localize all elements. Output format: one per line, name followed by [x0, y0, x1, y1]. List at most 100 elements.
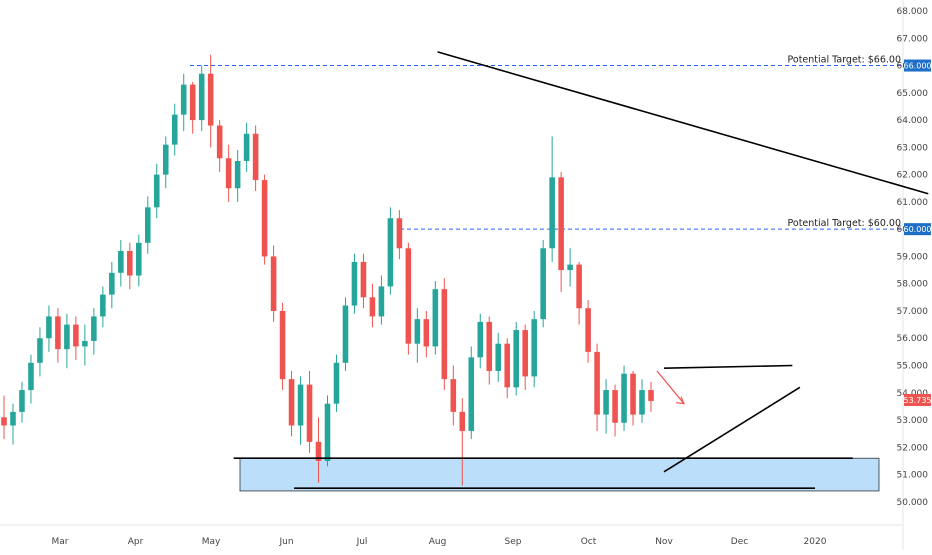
- candle: [144, 196, 151, 254]
- candle-body: [486, 321, 493, 371]
- candle-body: [477, 321, 484, 358]
- trendline: [663, 364, 793, 370]
- candle: [100, 286, 106, 328]
- candle: [567, 248, 573, 287]
- y-tick-label: 62.000: [897, 171, 929, 181]
- candle-body: [19, 390, 25, 412]
- candle-body: [423, 319, 430, 347]
- candle: [531, 310, 537, 388]
- candle-body: [603, 390, 609, 415]
- candle-body: [441, 289, 448, 380]
- candle: [486, 316, 493, 385]
- candle: [423, 310, 430, 358]
- x-tick-label: Aug: [429, 537, 447, 547]
- candle: [513, 321, 519, 396]
- candle: [405, 242, 412, 355]
- candle-body: [270, 256, 277, 311]
- down-arrow-shaft: [656, 370, 685, 405]
- x-tick-label: Nov: [655, 537, 673, 547]
- candle: [288, 370, 295, 437]
- candle-body: [73, 324, 79, 347]
- y-tick-label: 59.000: [897, 252, 929, 262]
- candle-body: [432, 289, 439, 347]
- candle-body: [28, 362, 34, 391]
- candle: [396, 210, 403, 260]
- candle: [162, 136, 169, 189]
- y-tick-label: 55.000: [897, 362, 929, 372]
- candle-body: [549, 177, 555, 249]
- candle-body: [10, 411, 16, 426]
- candle-body: [46, 316, 52, 339]
- candle-body: [594, 351, 600, 415]
- candle-body: [324, 403, 331, 461]
- candle: [540, 240, 546, 328]
- candle: [28, 354, 34, 404]
- candle: [504, 338, 511, 399]
- candle: [459, 398, 466, 486]
- target-label: Potential Target: $60.00: [788, 218, 902, 229]
- candle: [189, 81, 196, 134]
- candle-body: [522, 330, 528, 377]
- x-tick-label: Oct: [581, 537, 597, 547]
- candle: [306, 370, 313, 453]
- candle-body: [306, 384, 313, 442]
- candle-body: [288, 379, 295, 426]
- candle-body: [585, 308, 591, 352]
- y-tick-label: 54.000: [897, 389, 929, 399]
- candle: [414, 308, 421, 363]
- candle-body: [495, 343, 502, 371]
- candle: [198, 65, 205, 131]
- support-zone: [239, 457, 880, 492]
- candle-body: [387, 218, 394, 287]
- candle-body: [252, 133, 259, 181]
- candle: [495, 332, 502, 382]
- candle-body: [558, 177, 564, 271]
- candle-body: [82, 340, 88, 347]
- y-tick-label: 68.000: [897, 7, 929, 17]
- candle: [207, 54, 214, 148]
- y-tick-label: 61.000: [897, 198, 929, 208]
- candle-body: [459, 411, 466, 431]
- target-price-tag: 60.000: [904, 225, 932, 234]
- candle-body: [180, 84, 187, 115]
- y-tick-label: 57.000: [897, 307, 929, 317]
- candle: [468, 346, 475, 440]
- candle: [549, 136, 555, 262]
- x-tick-label: Dec: [731, 537, 748, 547]
- candle-body: [369, 297, 376, 317]
- candle: [585, 300, 591, 363]
- x-tick-label: Sep: [505, 537, 522, 547]
- candle: [279, 302, 286, 391]
- candle: [450, 365, 457, 426]
- x-tick-label: 2020: [804, 537, 827, 547]
- candle-body: [91, 316, 97, 341]
- candle: [234, 150, 241, 202]
- y-tick-label: 50.000: [897, 498, 929, 508]
- candle: [612, 384, 618, 437]
- candle-body: [378, 286, 385, 317]
- candle: [648, 381, 654, 412]
- candle: [46, 305, 52, 352]
- candle-body: [37, 338, 43, 363]
- candle-body: [639, 390, 645, 415]
- candle: [351, 253, 358, 314]
- candle: [243, 122, 250, 172]
- candle-body: [162, 144, 169, 175]
- candle-body: [243, 133, 250, 161]
- candle: [378, 275, 385, 325]
- candle-body: [333, 362, 340, 404]
- candle-body: [297, 384, 304, 426]
- target-price-tag-bg: [904, 59, 931, 72]
- candle: [639, 379, 645, 423]
- candle-body: [198, 73, 205, 121]
- x-tick-label: Mar: [52, 537, 69, 547]
- y-tick-label: 63.000: [897, 143, 929, 153]
- candle: [64, 313, 70, 369]
- candle: [225, 144, 232, 202]
- candle-body: [396, 218, 403, 249]
- candle: [19, 381, 25, 423]
- candle-body: [127, 250, 133, 276]
- candle-body: [234, 160, 241, 189]
- trendline: [663, 386, 801, 473]
